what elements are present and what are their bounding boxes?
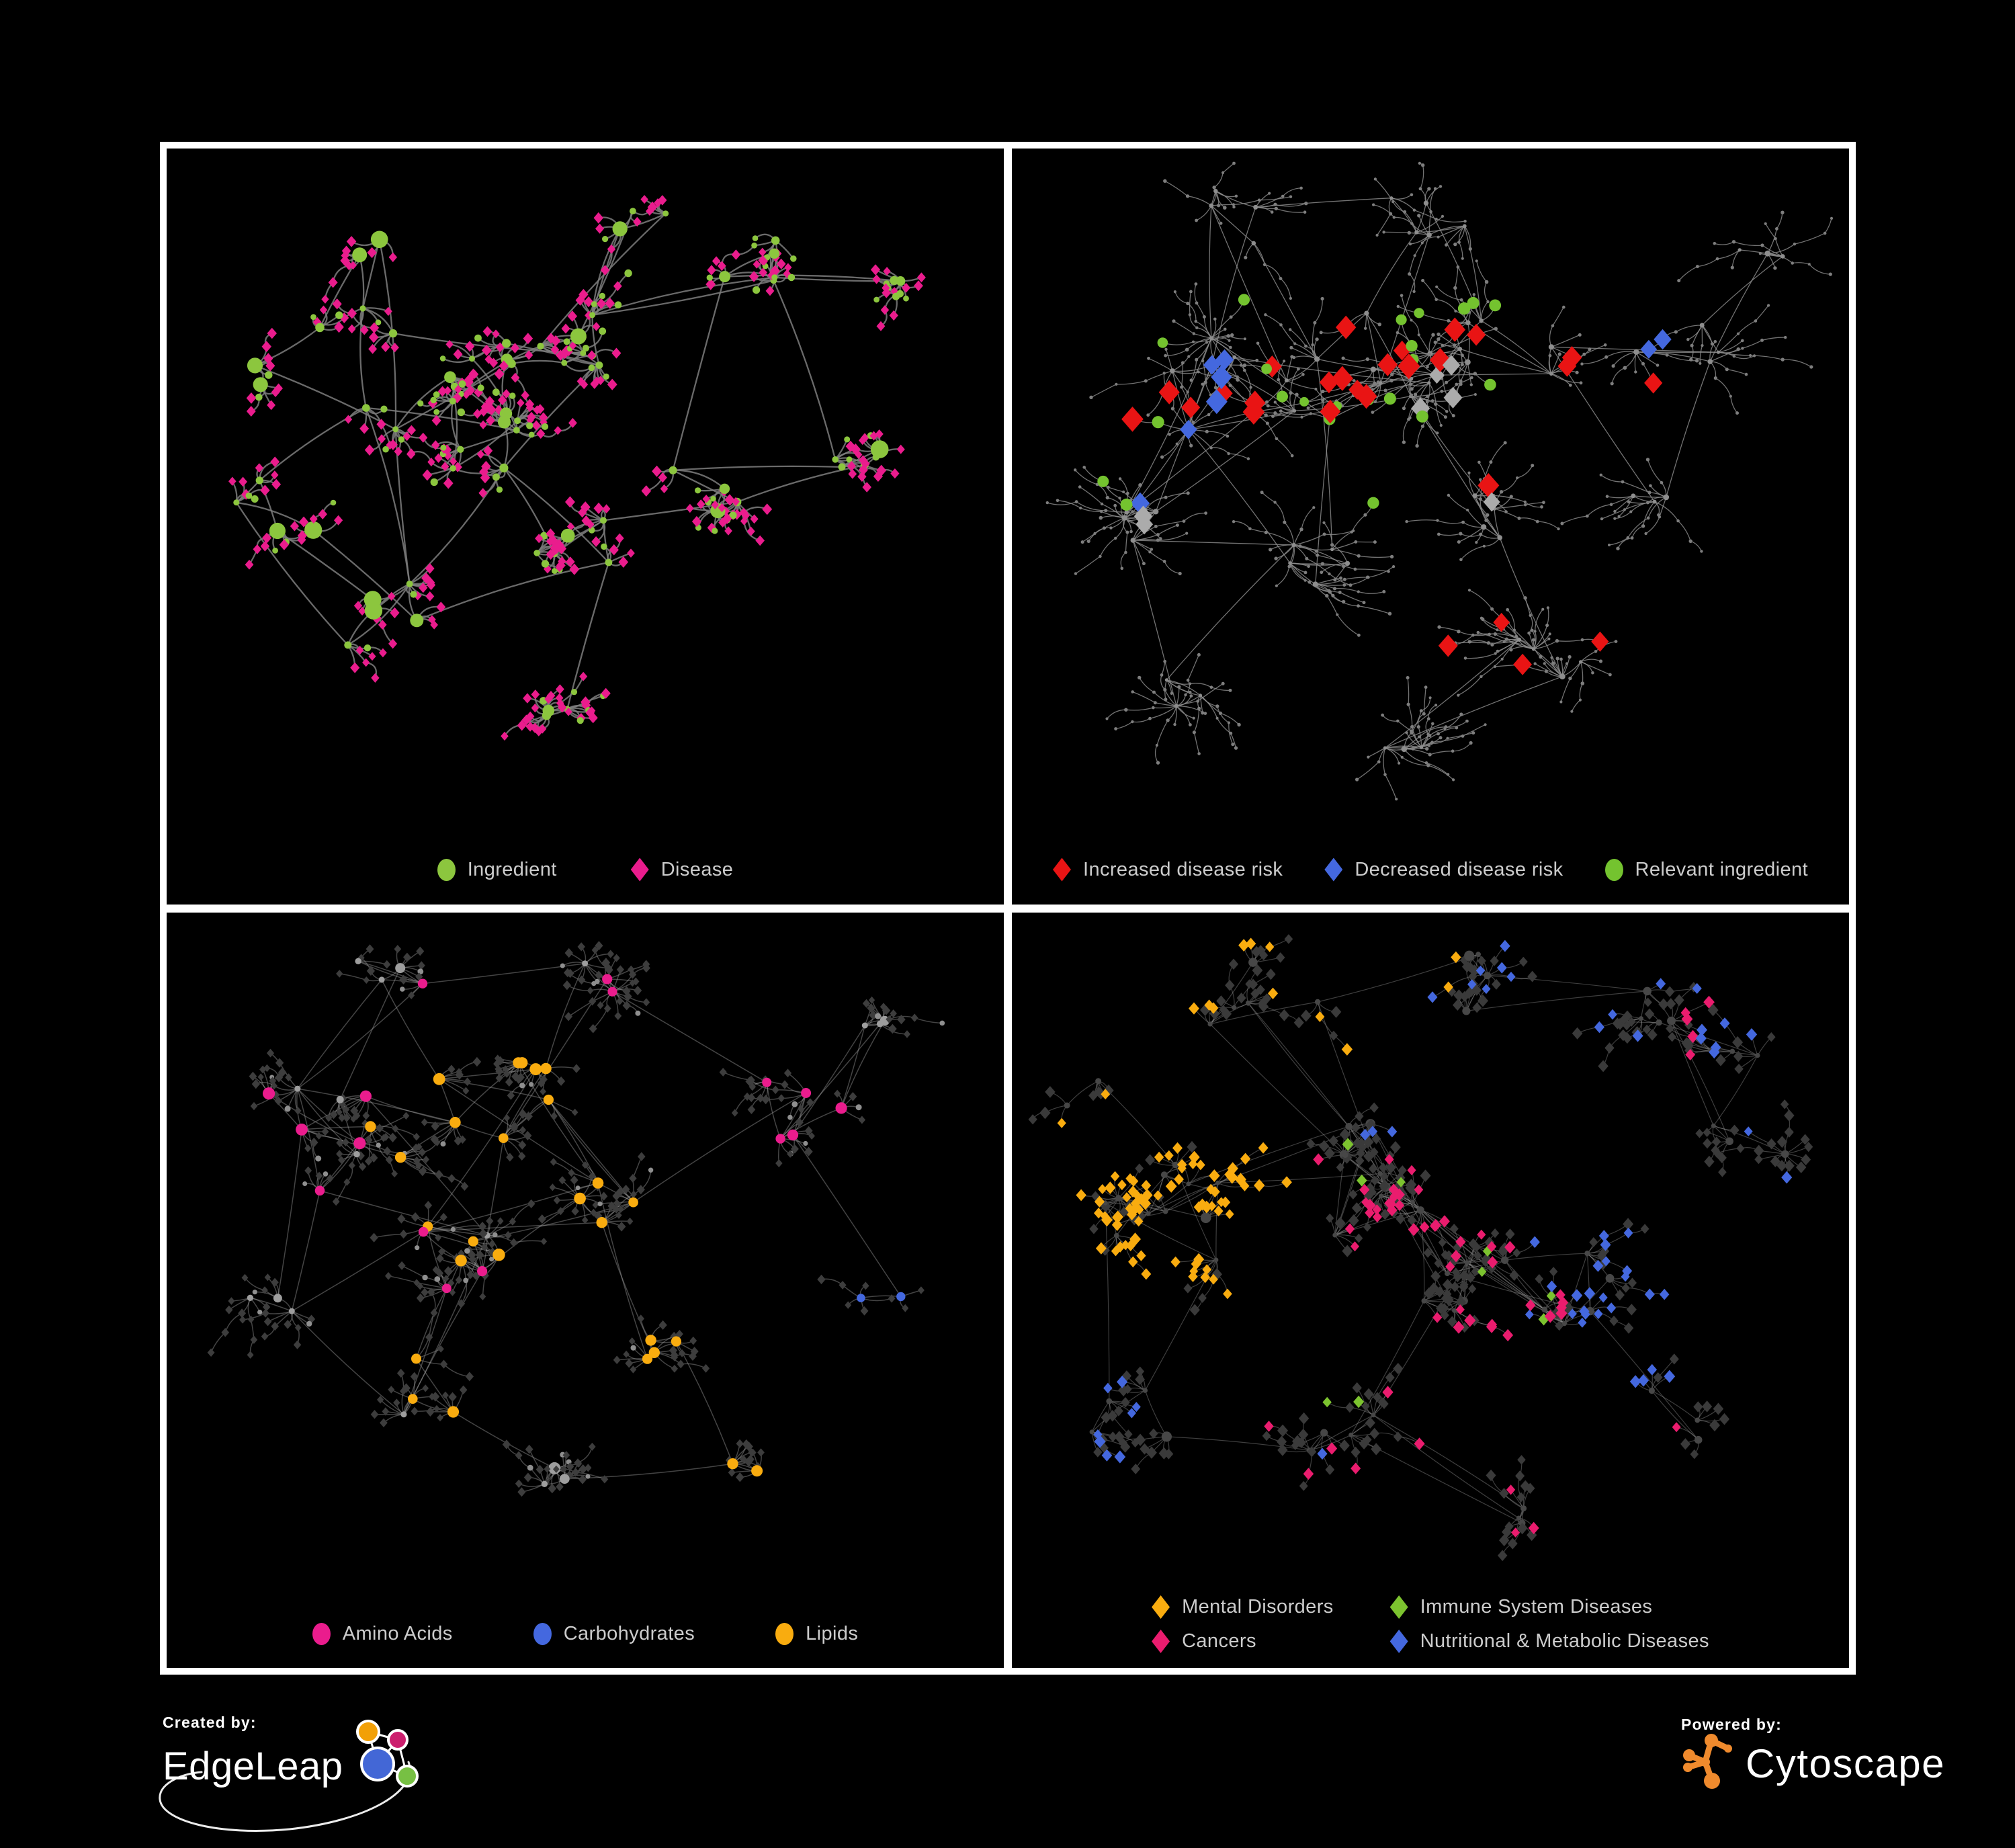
legend-item-disease: Disease bbox=[630, 857, 734, 882]
legend-ingredient-disease: Ingredient Disease bbox=[167, 857, 1004, 882]
legend-label: Carbohydrates bbox=[563, 1623, 695, 1644]
powered-by-block: Powered by: Cytoscape bbox=[1681, 1716, 1945, 1794]
created-by-label: Created by: bbox=[163, 1714, 257, 1731]
legend-label: Lipids bbox=[806, 1623, 859, 1644]
cytoscape-logo bbox=[1683, 1734, 1732, 1789]
legend-label: Amino Acids bbox=[342, 1623, 453, 1644]
network-graph-disease-risk bbox=[1045, 161, 1834, 801]
network-graph-ingredient-disease bbox=[228, 195, 926, 741]
panel-disease-risk: Increased disease risk Decreased disease … bbox=[1012, 149, 1849, 905]
circle-marker bbox=[437, 858, 456, 881]
diamond-marker bbox=[1152, 1595, 1170, 1619]
legend-label: Decreased disease risk bbox=[1355, 858, 1563, 880]
diamond-marker bbox=[1324, 857, 1343, 882]
legend-item-decreased-disease-risk: Decreased disease risk bbox=[1324, 857, 1563, 882]
legend-item-immune-system-diseases: Immune System Diseases bbox=[1389, 1595, 1653, 1619]
legend-disease-categories: Mental Disorders Immune System Diseases Ca… bbox=[1012, 1595, 1849, 1653]
legend-nutrient-classes: Amino Acids Carbohydrates Lipids bbox=[167, 1623, 1004, 1645]
diamond-marker bbox=[1389, 1630, 1408, 1653]
legend-item-ingredient: Ingredient bbox=[437, 858, 557, 881]
legend-label: Ingredient bbox=[467, 858, 557, 880]
edgeleap-node-green bbox=[396, 1765, 419, 1788]
legend-label: Increased disease risk bbox=[1082, 858, 1283, 880]
legend-item-mental-disorders: Mental Disorders bbox=[1152, 1595, 1334, 1619]
legend-item-cancers: Cancers bbox=[1152, 1630, 1256, 1653]
legend-label: Relevant ingredient bbox=[1635, 858, 1809, 880]
diamond-marker bbox=[1152, 1630, 1170, 1653]
network-graph-disease-categories bbox=[1028, 933, 1813, 1561]
circle-marker bbox=[312, 1623, 331, 1645]
network-graph-nutrient-classes bbox=[207, 940, 945, 1497]
legend-label: Cancers bbox=[1182, 1630, 1256, 1652]
edgeleap-node-magenta bbox=[387, 1729, 409, 1751]
legend-label: Mental Disorders bbox=[1182, 1596, 1334, 1618]
legend-label: Immune System Diseases bbox=[1420, 1596, 1653, 1618]
edgeleap-logo bbox=[356, 1720, 419, 1788]
diamond-marker bbox=[1389, 1595, 1408, 1619]
cytoscape-brand: Cytoscape bbox=[1746, 1741, 1945, 1786]
legend-item-nutritional-metabolic-diseases: Nutritional & Metabolic Diseases bbox=[1389, 1630, 1709, 1653]
powered-by-label: Powered by: bbox=[1681, 1716, 1782, 1733]
legend-item-amino-acids: Amino Acids bbox=[312, 1623, 453, 1645]
panel-nutrient-classes: Amino Acids Carbohydrates Lipids bbox=[167, 912, 1004, 1668]
edgeleap-brand: EdgeLeap bbox=[163, 1744, 343, 1788]
edgeleap-node-orange bbox=[356, 1720, 381, 1744]
legend-item-carbohydrates: Carbohydrates bbox=[533, 1623, 695, 1645]
legend-label: Disease bbox=[660, 858, 734, 880]
diamond-marker bbox=[1052, 857, 1071, 882]
legend-item-lipids: Lipids bbox=[775, 1623, 858, 1645]
circle-marker bbox=[1604, 858, 1623, 881]
legend-label: Nutritional & Metabolic Diseases bbox=[1420, 1630, 1709, 1652]
legend-item-increased-disease-risk: Increased disease risk bbox=[1052, 857, 1283, 882]
circle-marker bbox=[533, 1623, 552, 1645]
panels-grid: Ingredient Disease Increased disease risk… bbox=[160, 142, 1856, 1675]
created-by-block: Created by: EdgeLeap bbox=[159, 1714, 427, 1832]
circle-marker bbox=[775, 1623, 794, 1645]
panel-ingredient-disease: Ingredient Disease bbox=[167, 149, 1004, 905]
edgeleap-node-blue bbox=[360, 1747, 396, 1781]
legend-item-relevant-ingredient: Relevant ingredient bbox=[1604, 858, 1809, 881]
panel-disease-categories: Mental Disorders Immune System Diseases Ca… bbox=[1012, 912, 1849, 1668]
legend-disease-risk: Increased disease risk Decreased disease … bbox=[1012, 857, 1849, 882]
diamond-marker bbox=[630, 857, 649, 882]
